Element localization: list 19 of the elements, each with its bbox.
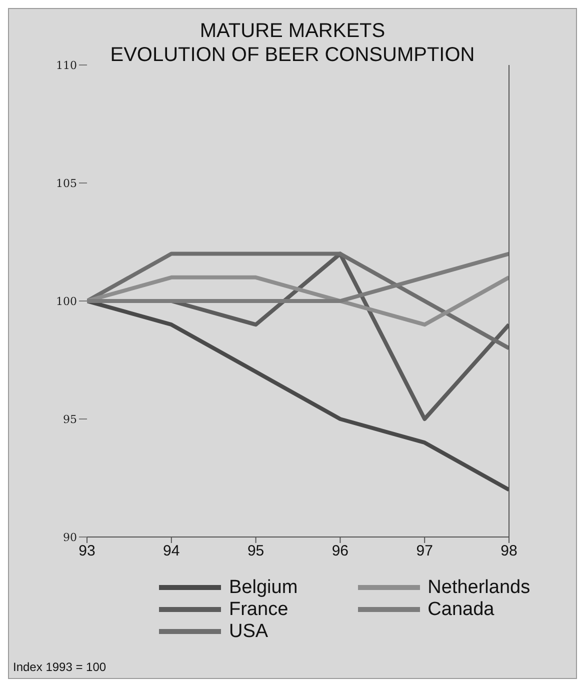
y-tick-label: 100 [56,294,77,308]
x-tick-label: 96 [332,542,349,560]
legend-label: Netherlands [428,577,530,599]
y-tick-label: 105 [56,176,77,190]
y-tick-label: 95 [63,412,77,426]
y-tick-label: 90 [63,530,77,544]
legend-label: France [229,599,288,621]
chart-title: MATURE MARKETS [198,19,386,43]
x-tick-label: 94 [163,542,180,560]
text: Index 1993 = 100 [13,660,106,674]
x-tick-label: 97 [416,542,433,560]
x-tick-label: 95 [247,542,264,560]
chart-subtitle: EVOLUTION OF BEER CONSUMPTION [110,44,475,66]
x-tick-label: 93 [78,542,96,560]
legend-label: USA [229,621,268,643]
legend-label: Canada [428,599,494,621]
y-tick-label: 110 [56,58,77,72]
legend-label: Belgium [229,577,298,599]
x-tick-label: 98 [500,542,518,560]
